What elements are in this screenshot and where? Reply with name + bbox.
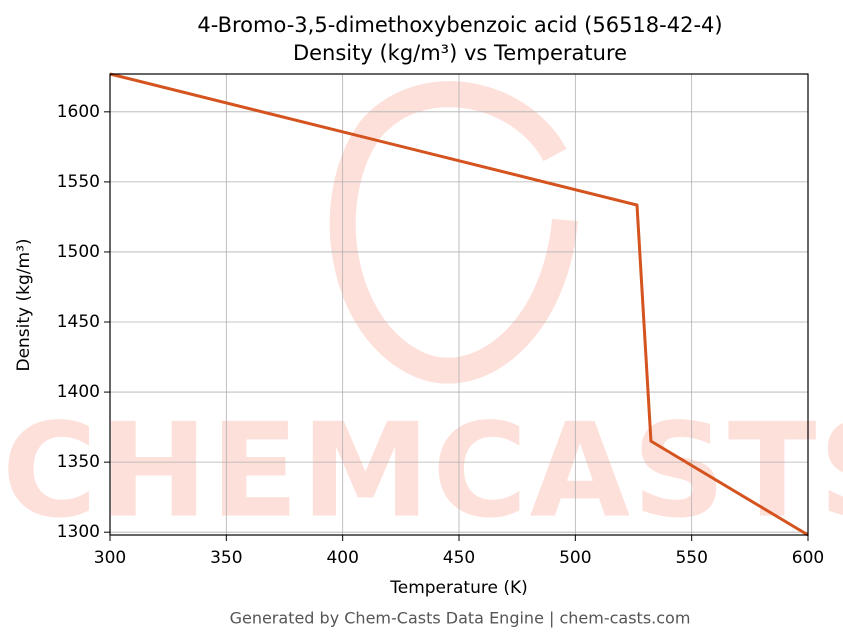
- footer: Generated by Chem-Casts Data Engine | ch…: [230, 609, 691, 628]
- y-axis-title: Density (kg/m³): [14, 238, 34, 371]
- y-tick-label: 1400: [57, 382, 100, 402]
- watermark-logo: [329, 81, 578, 384]
- x-tick-label: 300: [94, 548, 126, 568]
- plot-frame: [109, 73, 809, 536]
- chart-subtitle: Density (kg/m³) vs Temperature: [293, 41, 627, 65]
- x-tick-label: 600: [792, 548, 824, 568]
- watermark-arc: [329, 81, 578, 384]
- x-tick-label: 400: [326, 548, 358, 568]
- y-tick-label: 1350: [57, 452, 100, 472]
- x-tick-label: 350: [210, 548, 242, 568]
- data-line: [109, 72, 809, 537]
- x-tick-label: 500: [559, 548, 591, 568]
- watermark-text: CHEMCASTS: [2, 395, 843, 547]
- y-tick-label: 1550: [57, 172, 100, 192]
- y-tick-label: 1450: [57, 312, 100, 332]
- x-axis-title: Temperature (K): [389, 578, 528, 598]
- x-tick-label: 550: [675, 548, 707, 568]
- y-tick-label: 1300: [57, 522, 100, 542]
- y-tick-label: 1500: [57, 242, 100, 262]
- chart-title: 4-Bromo-3,5-dimethoxybenzoic acid (56518…: [197, 13, 722, 37]
- y-tick-label: 1600: [57, 102, 100, 122]
- x-tick-label: 450: [443, 548, 475, 568]
